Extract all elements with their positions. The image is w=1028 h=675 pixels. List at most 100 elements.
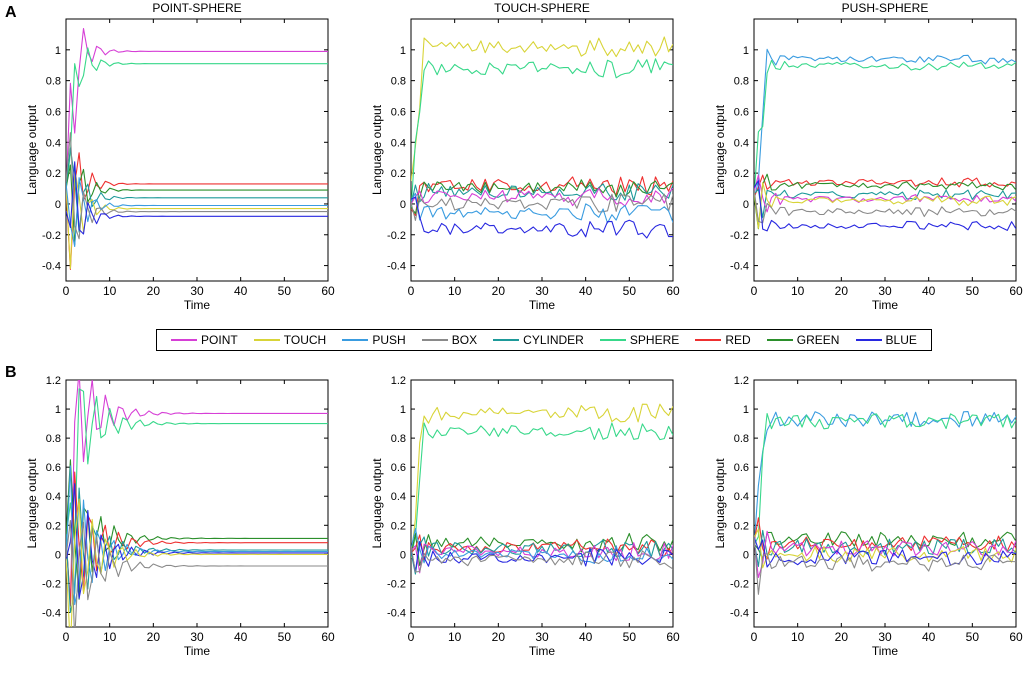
y-tick-label: 0 — [743, 549, 749, 561]
series-line-box — [754, 535, 1016, 595]
y-tick-label: 0.6 — [391, 106, 406, 118]
x-tick-label: 40 — [579, 284, 593, 298]
x-tick-label: 60 — [321, 284, 335, 298]
y-axis-label: Language output — [370, 458, 384, 549]
y-tick-label: 0.8 — [391, 433, 406, 445]
y-axis-label: Language output — [713, 104, 727, 195]
legend-item-point: POINT — [171, 333, 238, 347]
legend-item-push: PUSH — [342, 333, 406, 347]
y-tick-label: 0 — [400, 199, 406, 211]
series-line-cylinder — [754, 188, 1016, 219]
series-line-push — [66, 465, 328, 606]
x-tick-label: 40 — [922, 284, 936, 298]
y-tick-label: 0.2 — [46, 520, 61, 532]
y-tick-label: -0.2 — [730, 230, 749, 242]
y-tick-label: -0.2 — [730, 578, 749, 590]
series-group — [754, 411, 1016, 595]
series-line-push — [66, 177, 328, 248]
series-line-green — [66, 164, 328, 246]
legend-item-green: GREEN — [766, 333, 839, 347]
x-tick-label: 40 — [234, 630, 248, 644]
series-line-sphere — [754, 412, 1016, 546]
series-group — [411, 403, 673, 575]
series-line-green — [754, 173, 1016, 230]
legend-swatch — [253, 339, 280, 341]
x-tick-label: 50 — [623, 630, 637, 644]
series-line-blue — [411, 196, 673, 239]
x-tick-label: 30 — [878, 284, 892, 298]
legend-swatch — [493, 339, 520, 341]
y-tick-label: 0.4 — [391, 491, 406, 503]
panel-label-b: B — [5, 364, 17, 381]
legend-label: BLUE — [885, 333, 917, 347]
y-tick-label: 0.2 — [734, 520, 749, 532]
x-tick-label: 0 — [63, 630, 70, 644]
x-tick-label: 20 — [835, 630, 849, 644]
x-tick-label: 10 — [448, 284, 462, 298]
plot-frame — [410, 379, 674, 628]
y-tick-label: 1 — [743, 404, 749, 416]
x-tick-label: 0 — [63, 284, 70, 298]
series-line-box — [411, 193, 673, 221]
x-tick-label: 40 — [922, 630, 936, 644]
legend-swatch — [855, 339, 882, 341]
legend-swatch — [766, 339, 793, 341]
chart-title: POINT-SPHERE — [152, 1, 241, 15]
series-line-point — [66, 380, 328, 602]
chart-b2: 0 10 20 30 40 50 60 -0.4 -0.2 0 0.2 0.4 0.6 0.8 1 1.2 Ti… — [370, 375, 680, 658]
series-line-sphere — [754, 59, 1016, 199]
y-tick-label: 0.8 — [734, 433, 749, 445]
legend: POINT TOUCH PUSH BOX CYLINDER SPHERE RED GREEN B… — [156, 329, 932, 351]
series-line-green — [411, 179, 673, 214]
x-tick-label: 40 — [579, 630, 593, 644]
y-tick-label: 0.2 — [734, 168, 749, 180]
x-tick-label: 0 — [408, 284, 415, 298]
y-tick-label: 0 — [743, 199, 749, 211]
series-line-green — [66, 459, 328, 600]
plot-frame — [410, 18, 674, 282]
legend-label: TOUCH — [283, 333, 327, 347]
series-line-push — [411, 192, 673, 224]
x-tick-label: 60 — [1009, 284, 1023, 298]
y-tick-label: 1 — [743, 45, 749, 57]
series-line-green — [754, 531, 1016, 560]
series-line-red — [411, 176, 673, 216]
series-line-box — [411, 546, 673, 573]
x-tick-label: 30 — [190, 284, 204, 298]
legend-label: PUSH — [372, 333, 406, 347]
series-line-blue — [754, 180, 1016, 232]
x-tick-label: 10 — [448, 630, 462, 644]
x-axis-label: Time — [529, 298, 556, 312]
x-tick-label: 50 — [278, 284, 292, 298]
series-line-red — [411, 534, 673, 562]
series-group — [66, 27, 328, 270]
chart-a3: PUSH-SPHERE 0 10 20 30 40 50 60 -0.4 -0.2 0 0.2 0.4 0… — [713, 1, 1023, 312]
y-tick-label: 0 — [55, 549, 61, 561]
y-tick-label: -0.4 — [387, 607, 406, 619]
y-tick-label: 0.2 — [391, 168, 406, 180]
legend-label: RED — [725, 333, 751, 347]
y-tick-label: 0 — [400, 549, 406, 561]
series-line-blue — [754, 536, 1016, 568]
x-axis-label: Time — [184, 298, 211, 312]
x-tick-label: 20 — [835, 284, 849, 298]
series-line-sphere — [411, 422, 673, 557]
plot-frame — [65, 379, 329, 628]
y-tick-label: 1 — [55, 404, 61, 416]
x-axis-label: Time — [529, 644, 556, 658]
y-tick-label: 0.6 — [734, 106, 749, 118]
y-tick-label: 1.2 — [734, 375, 749, 387]
x-axis-label: Time — [872, 298, 899, 312]
plot-frame — [65, 18, 329, 282]
series-line-sphere — [411, 58, 673, 211]
chart-a1: POINT-SPHERE 0 10 20 30 40 50 60 -0.4 -0.2 0 0.2 0.4… — [25, 1, 335, 312]
series-line-sphere — [66, 388, 328, 544]
y-tick-label: -0.4 — [387, 261, 406, 273]
series-line-point — [754, 530, 1016, 579]
y-tick-label: 0.6 — [46, 462, 61, 474]
y-axis-label: Language output — [25, 458, 39, 549]
legend-item-box: BOX — [421, 333, 477, 347]
x-tick-label: 20 — [492, 630, 506, 644]
x-tick-label: 10 — [791, 284, 805, 298]
